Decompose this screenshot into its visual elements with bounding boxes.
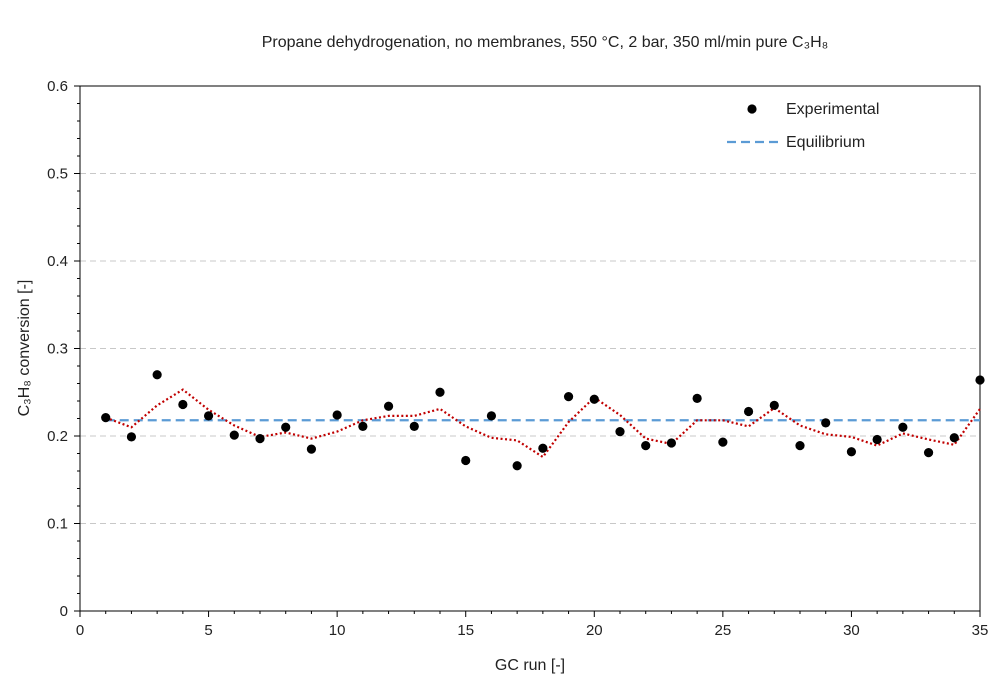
series-layer: [101, 370, 985, 471]
data-point: [409, 421, 419, 431]
legend-label-experimental: Experimental: [786, 101, 879, 118]
y-axis-label: C₃H₈ conversion [-]: [16, 280, 33, 417]
y-tick-label: 0.1: [47, 516, 68, 533]
data-point: [152, 370, 162, 380]
data-point: [821, 418, 831, 428]
data-point: [486, 411, 497, 421]
y-tick-label: 0.3: [47, 341, 68, 358]
x-tick-label: 15: [457, 622, 474, 639]
legend: Experimental Equilibrium: [727, 101, 879, 151]
data-point: [615, 427, 625, 437]
data-point: [563, 392, 574, 402]
x-tick-label: 5: [204, 622, 212, 639]
data-point: [358, 421, 368, 431]
data-point: [846, 447, 857, 457]
data-point: [795, 441, 805, 451]
data-point: [769, 400, 779, 410]
data-point: [255, 434, 265, 444]
data-point: [281, 422, 291, 432]
y-tick-label: 0.4: [47, 253, 68, 270]
x-tick-label: 0: [76, 622, 84, 639]
data-point: [332, 410, 342, 420]
data-point: [306, 444, 317, 454]
chart-title: Propane dehydrogenation, no membranes, 5…: [262, 34, 829, 51]
grid: [80, 173, 980, 524]
data-point: [435, 387, 445, 397]
data-point: [975, 375, 985, 385]
data-point: [383, 401, 394, 411]
legend-marker-experimental: [747, 104, 757, 114]
data-point: [641, 441, 651, 451]
data-point: [178, 399, 188, 410]
data-point: [126, 432, 137, 442]
x-tick-label: 35: [972, 622, 989, 639]
x-tick-label: 20: [586, 622, 603, 639]
axes: 0 0.1 0.2 0.3 0.4 0.5 0.6 0 5 10 15 20 25 30 35: [47, 78, 988, 639]
data-point: [949, 433, 959, 443]
data-point: [666, 438, 677, 448]
x-tick-label: 10: [329, 622, 346, 639]
data-point: [589, 394, 599, 404]
legend-label-equilibrium: Equilibrium: [786, 134, 865, 151]
x-tick-label: 30: [843, 622, 860, 639]
data-point: [229, 430, 239, 440]
data-point: [898, 422, 908, 432]
y-tick-label: 0: [60, 603, 68, 620]
data-point: [461, 455, 471, 466]
data-point: [923, 448, 934, 458]
y-tick-label: 0.5: [47, 166, 68, 183]
y-tick-label: 0.2: [47, 428, 68, 445]
data-point: [203, 411, 214, 421]
data-point: [743, 406, 754, 417]
data-point: [101, 413, 111, 423]
data-point: [692, 393, 702, 403]
data-point: [872, 434, 882, 445]
x-axis-label: GC run [-]: [495, 657, 565, 674]
data-point: [512, 461, 522, 471]
data-point: [538, 443, 548, 453]
x-tick-label: 25: [715, 622, 732, 639]
data-point: [718, 437, 728, 447]
y-tick-label: 0.6: [47, 78, 68, 95]
